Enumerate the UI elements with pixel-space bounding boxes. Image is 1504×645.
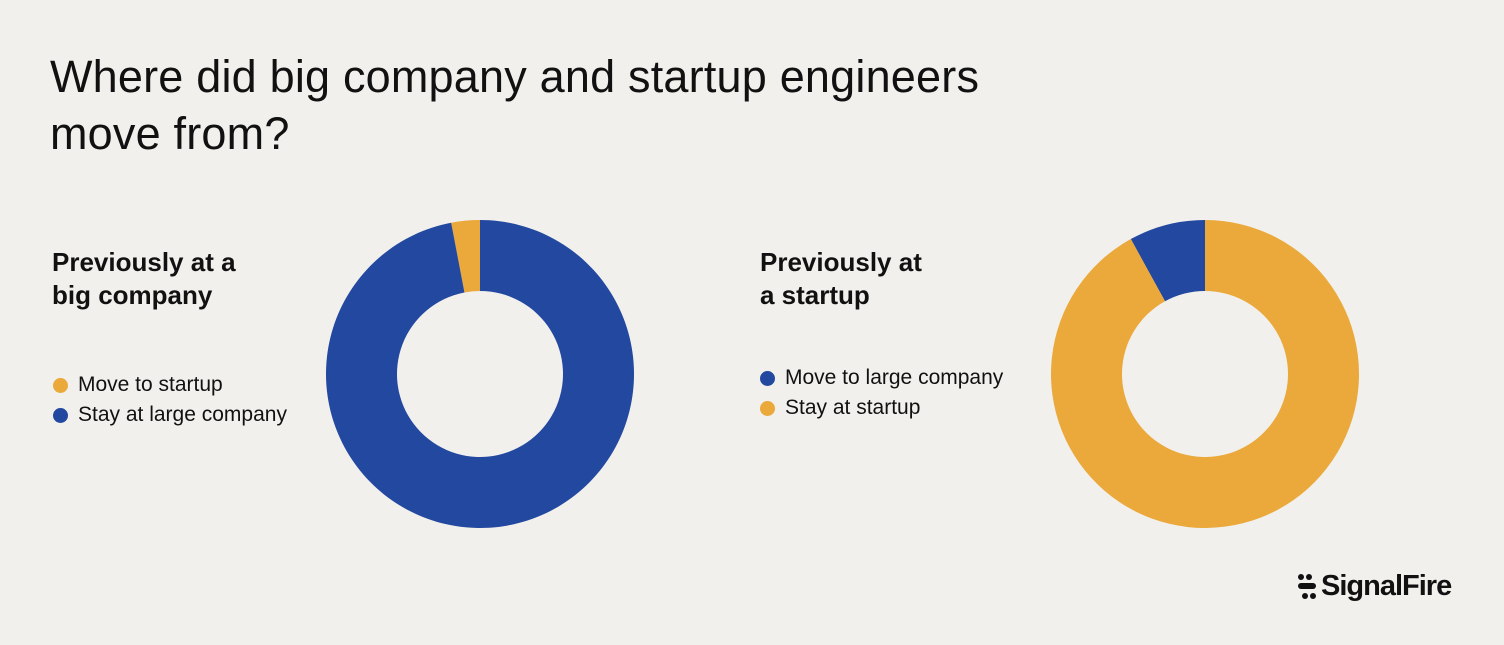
chart-1-slice-0: [451, 220, 480, 293]
chart-1-legend-swatch-1: [53, 407, 68, 423]
chart-1-title-line-2: big company: [52, 280, 213, 310]
chart-2-donut: [1051, 220, 1359, 528]
signalfire-logo-text: SignalFire: [1321, 570, 1452, 602]
chart-2-legend-label-1: Stay at startup: [785, 396, 921, 419]
chart-1-slice-1: [326, 220, 634, 528]
page-title: Where did big company and startup engine…: [50, 48, 1250, 162]
page-title-line-2: move from?: [50, 108, 290, 159]
chart-2-slice-0: [1130, 220, 1205, 302]
chart-2-legend-item-1: Stay at startup: [760, 393, 1003, 423]
signalfire-logo-icon: [1298, 573, 1316, 599]
chart-2-legend-item-0: Move to large company: [760, 363, 1003, 393]
chart-1-legend-swatch-0: [53, 377, 68, 393]
chart-2-legend: Move to large company Stay at startup: [760, 363, 1003, 423]
chart-1-legend: Move to startup Stay at large company: [53, 370, 287, 430]
chart-2-slice-1: [1051, 220, 1359, 528]
chart-1-legend-label-1: Stay at large company: [78, 403, 287, 426]
chart-1-donut: [326, 220, 634, 528]
chart-1-title: Previously at a big company: [52, 246, 236, 312]
chart-1-legend-label-0: Move to startup: [78, 373, 223, 396]
chart-1-title-line-1: Previously at a: [52, 247, 236, 277]
chart-1-legend-item-1: Stay at large company: [53, 400, 287, 430]
chart-2-title: Previously at a startup: [760, 246, 922, 312]
chart-2-title-line-1: Previously at: [760, 247, 922, 277]
chart-1-legend-item-0: Move to startup: [53, 370, 287, 400]
chart-2-title-line-2: a startup: [760, 280, 870, 310]
page-title-line-1: Where did big company and startup engine…: [50, 51, 980, 102]
signalfire-logo: SignalFire: [1296, 570, 1452, 603]
chart-2-legend-label-0: Move to large company: [785, 366, 1004, 389]
chart-2-legend-swatch-1: [760, 400, 775, 416]
chart-2-legend-swatch-0: [760, 370, 775, 386]
